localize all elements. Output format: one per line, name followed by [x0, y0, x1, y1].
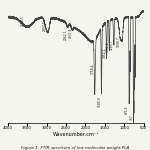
- Text: 1580.9: 1580.9: [98, 96, 102, 107]
- Text: 2462.1: 2462.1: [63, 30, 68, 40]
- Text: 1452.1: 1452.1: [103, 48, 107, 58]
- Text: 871.4: 871.4: [125, 105, 129, 114]
- Text: 2337.8: 2337.8: [68, 28, 72, 38]
- Text: 1265.7: 1265.7: [110, 39, 114, 50]
- Text: 1382.1: 1382.1: [105, 42, 109, 52]
- Text: 1090.7: 1090.7: [117, 36, 121, 47]
- Text: 2997.8: 2997.8: [43, 20, 47, 31]
- Text: Figure 1: FTIR spectrum of low molecular weight PLA: Figure 1: FTIR spectrum of low molecular…: [21, 146, 129, 150]
- X-axis label: Wavenumber,cm⁻¹: Wavenumber,cm⁻¹: [52, 132, 99, 137]
- Text: 1758.4: 1758.4: [91, 64, 95, 74]
- Text: 757: 757: [130, 114, 134, 120]
- Text: 3550.5: 3550.5: [21, 15, 25, 26]
